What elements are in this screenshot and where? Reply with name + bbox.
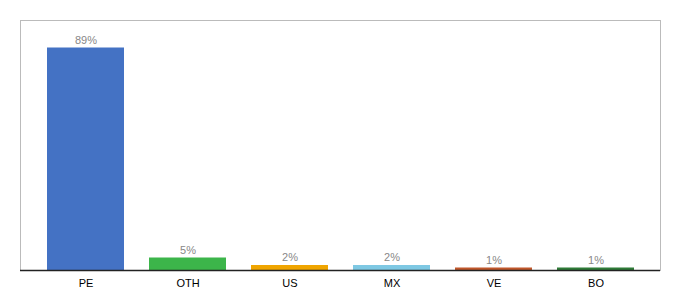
svg-text:MX: MX: [384, 277, 401, 289]
svg-text:PE: PE: [79, 277, 94, 289]
svg-text:US: US: [282, 277, 297, 289]
svg-text:89%: 89%: [75, 34, 97, 46]
svg-text:2%: 2%: [384, 251, 400, 263]
svg-text:1%: 1%: [588, 254, 604, 266]
svg-text:2%: 2%: [282, 251, 298, 263]
svg-text:1%: 1%: [486, 254, 502, 266]
svg-text:OTH: OTH: [176, 277, 199, 289]
svg-text:BO: BO: [588, 277, 604, 289]
svg-text:VE: VE: [487, 277, 502, 289]
svg-text:5%: 5%: [180, 244, 196, 256]
